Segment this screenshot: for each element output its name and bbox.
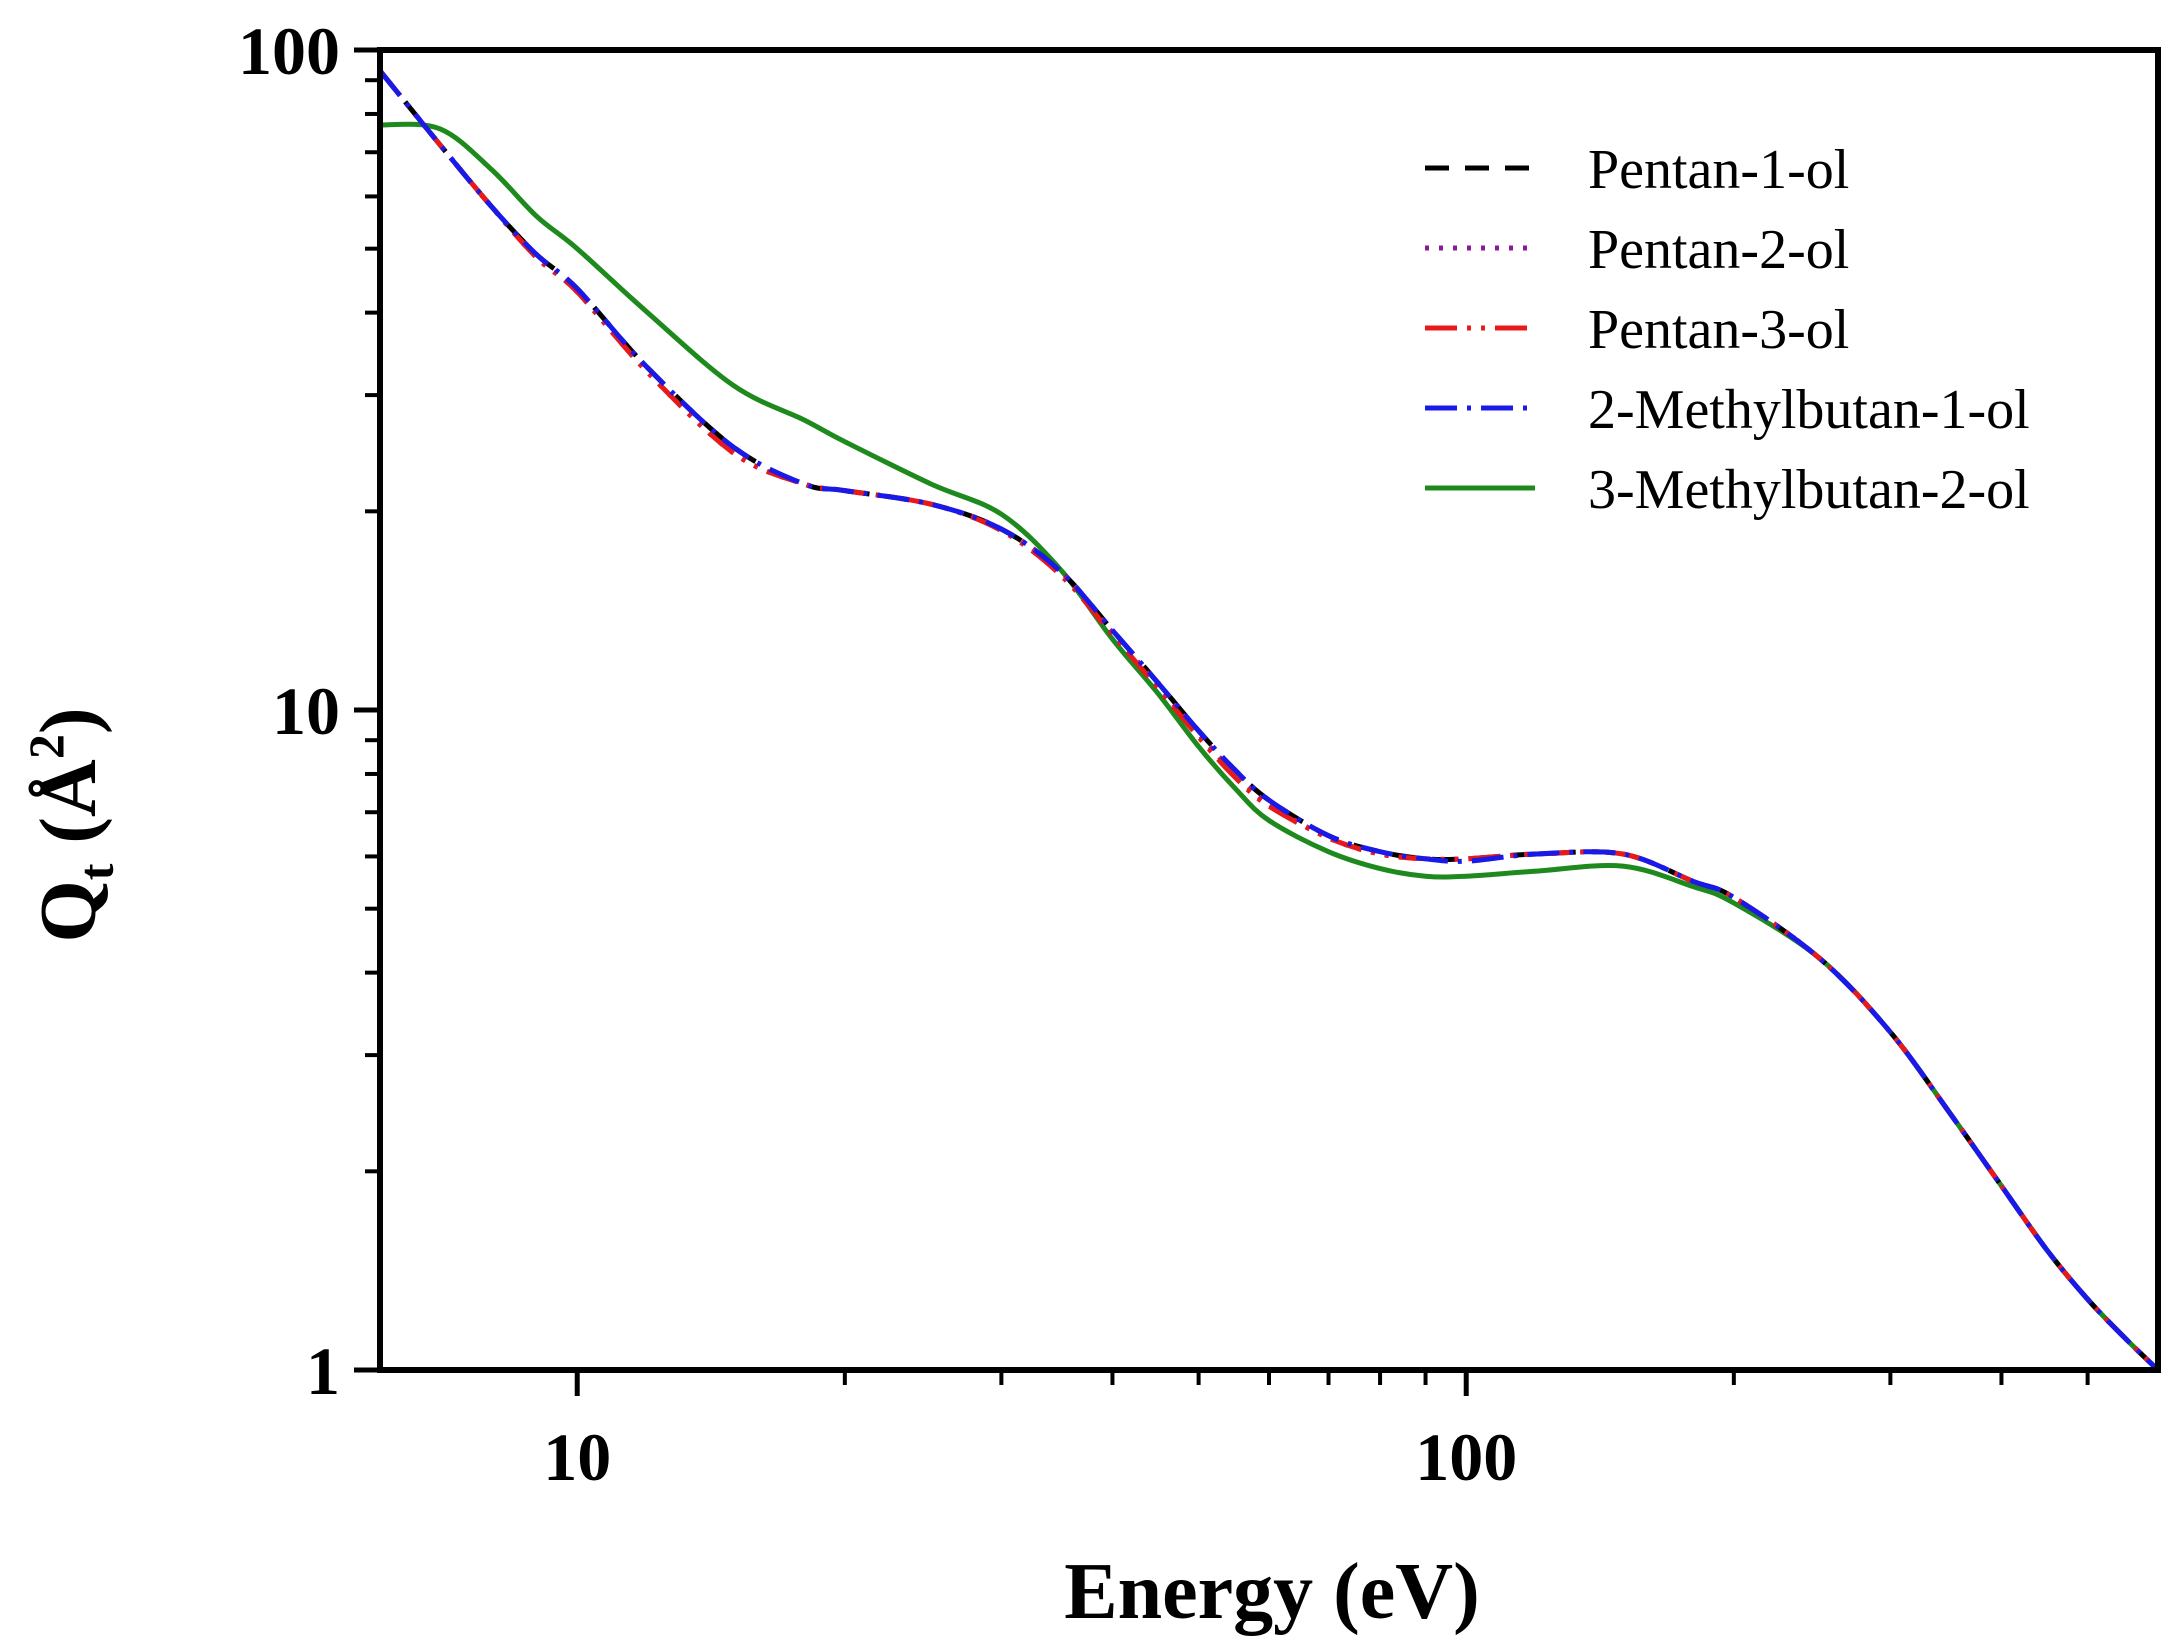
legend-label: Pentan-1-ol bbox=[1588, 139, 1849, 201]
legend: Pentan-1-ol Pentan-2-ol Pentan-3-ol 2-Methy… bbox=[1425, 139, 2030, 521]
series-line-3 bbox=[378, 69, 2160, 1372]
x-tick-labels: 10 100 bbox=[543, 1419, 1517, 1495]
legend-label: Pentan-3-ol bbox=[1588, 299, 1849, 361]
y-tick-labels: 1 10 100 bbox=[238, 13, 340, 1409]
y-tick-label: 10 bbox=[272, 673, 340, 749]
y-axis-title: Qt (Å2) bbox=[18, 708, 124, 943]
x-axis-title: Energy (eV) bbox=[1064, 1548, 1479, 1636]
legend-label: 3-Methylbutan-2-ol bbox=[1588, 459, 2030, 521]
series-line-4 bbox=[379, 121, 2160, 1372]
y-tick-label: 1 bbox=[306, 1333, 340, 1409]
legend-label: 2-Methylbutan-1-ol bbox=[1588, 379, 2030, 441]
series-line-2 bbox=[378, 69, 2160, 1372]
x-tick-label: 10 bbox=[543, 1419, 611, 1495]
plot-frame bbox=[377, 47, 2161, 1373]
x-tick-label: 100 bbox=[1415, 1419, 1517, 1495]
y-tick-label: 100 bbox=[238, 13, 340, 89]
series-lines bbox=[378, 69, 2160, 1372]
legend-label: Pentan-2-ol bbox=[1588, 219, 1849, 281]
series-line-0 bbox=[378, 69, 2160, 1372]
series-line-1 bbox=[378, 69, 2160, 1372]
